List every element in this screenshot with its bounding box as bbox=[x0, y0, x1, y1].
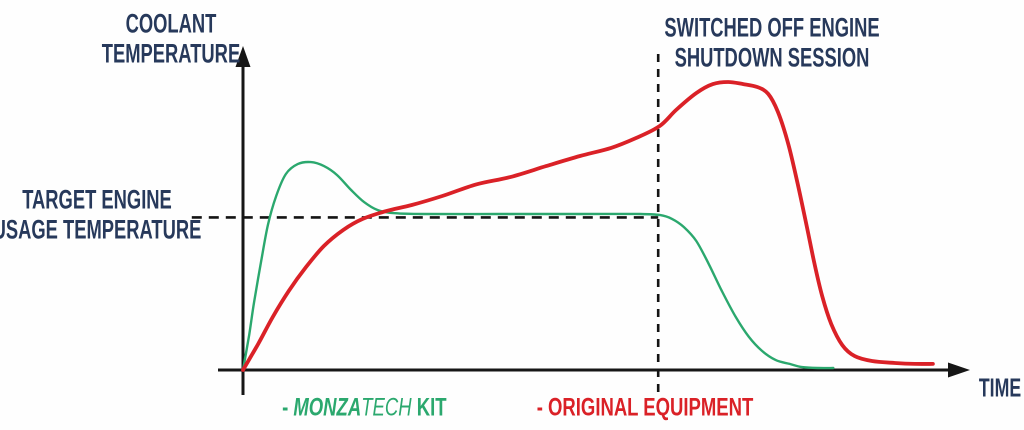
y-axis-title: COOLANT TEMPERATURE bbox=[102, 9, 240, 68]
legend-kit-brand-bold: MONZA bbox=[293, 393, 362, 422]
target-label-line2: USAGE TEMPERATURE bbox=[0, 214, 202, 244]
original-equipment-curve bbox=[241, 80, 935, 372]
monzatech-kit-curve bbox=[241, 160, 835, 372]
y-axis-arrow-icon bbox=[235, 46, 251, 67]
shutdown-label-line1: SWITCHED OFF ENGINE bbox=[664, 12, 880, 43]
target-temperature-label: TARGET ENGINE USAGE TEMPERATURE bbox=[0, 185, 201, 244]
shutdown-annotation-label: SWITCHED OFF ENGINE SHUTDOWN SESSION bbox=[664, 13, 879, 72]
legend-kit-suffix: KIT bbox=[411, 393, 447, 422]
legend-kit-brand-light: TECH bbox=[361, 393, 412, 422]
shutdown-label-line2: SHUTDOWN SESSION bbox=[674, 42, 870, 72]
legend-kit-dash: - bbox=[282, 393, 294, 422]
y-axis-title-line1: COOLANT bbox=[125, 8, 217, 39]
y-axis-title-line2: TEMPERATURE bbox=[101, 38, 241, 68]
x-axis-arrow-icon bbox=[948, 362, 970, 378]
x-axis-title: TIME bbox=[978, 372, 1022, 403]
legend-monzatech-kit: - MONZATECH KIT bbox=[261, 365, 446, 430]
legend-original-equipment: - ORIGINAL EQUIPMENT bbox=[536, 393, 754, 422]
target-label-line1: TARGET ENGINE bbox=[22, 184, 172, 215]
